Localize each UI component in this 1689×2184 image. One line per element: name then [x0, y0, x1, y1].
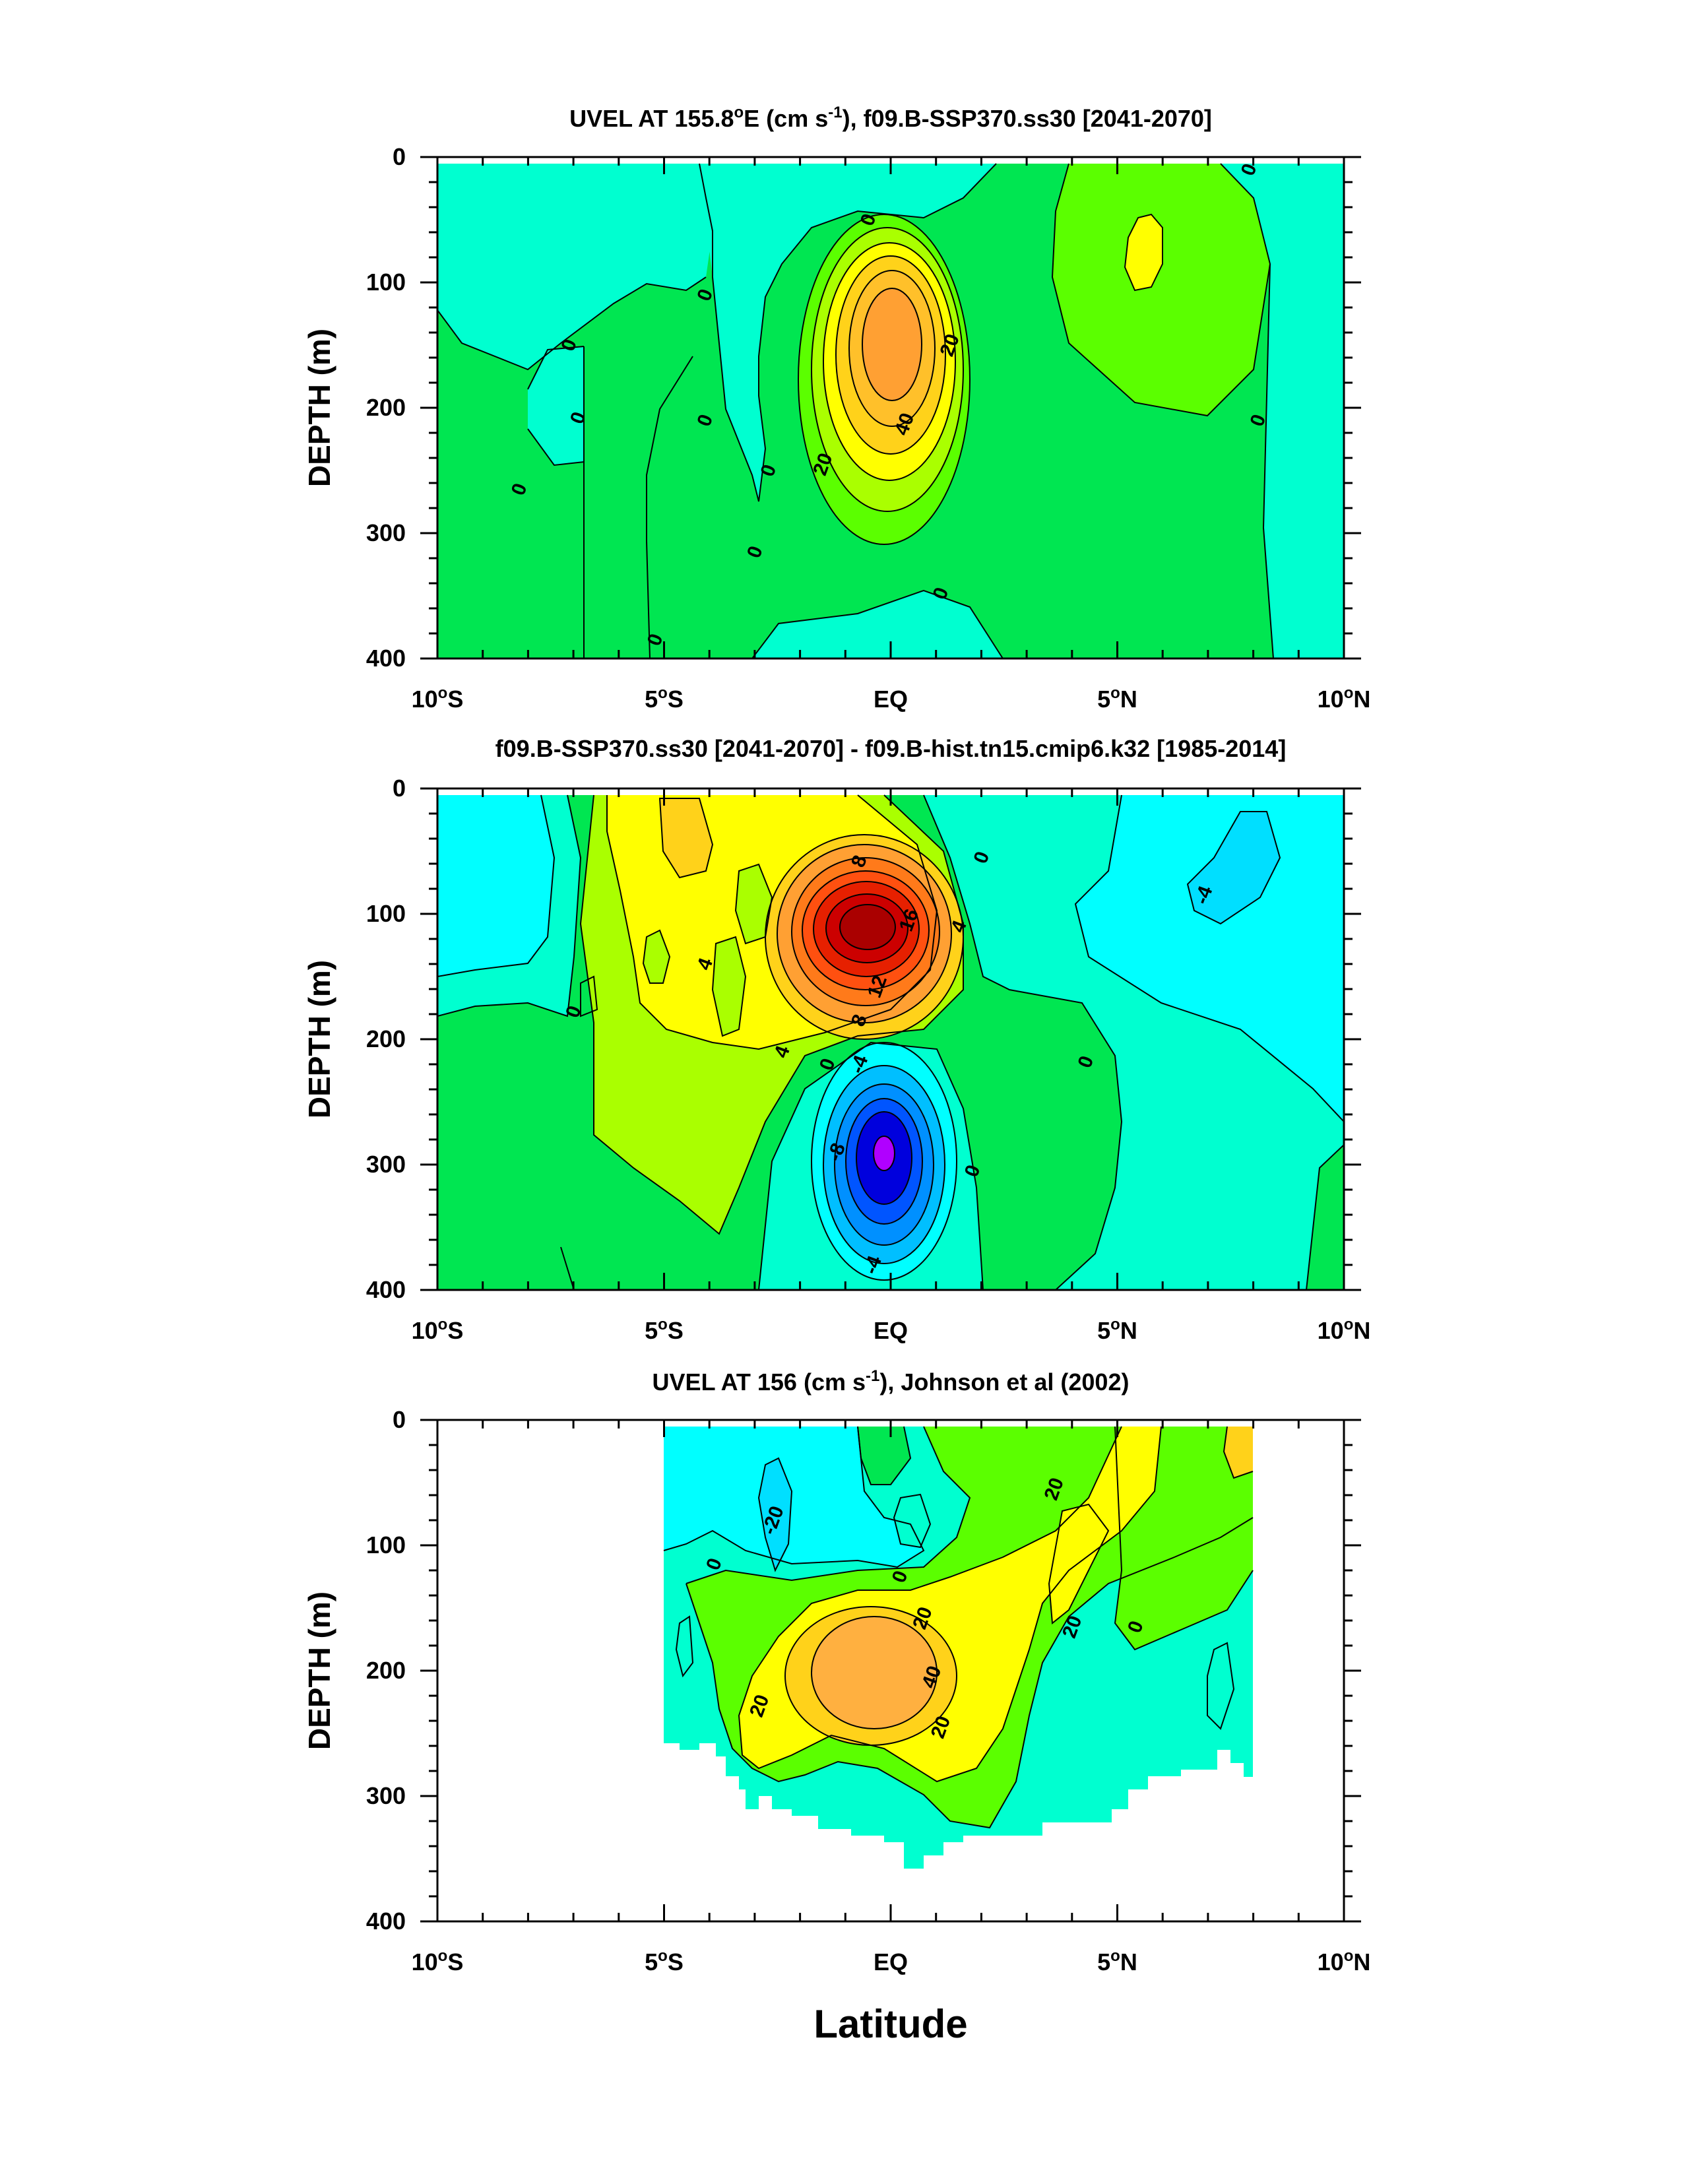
- panel-3-fill-green-upper: [858, 1427, 910, 1485]
- panel-2-fill-g-island3: [713, 937, 746, 1036]
- x-tick-label: EQ: [874, 1948, 908, 1975]
- panel-3-fill-cyan-island: [894, 1494, 930, 1547]
- panel-3-fill-gold-topright: [1224, 1427, 1253, 1478]
- panel-2-axes: 10oS 5oS EQ 5oN 10oN 0 100 200 300 400: [366, 775, 1370, 1344]
- panel-1-fill-ll6: [862, 288, 922, 401]
- x-tick-label: 10oS: [412, 1947, 464, 1975]
- y-tick-label: 300: [366, 1782, 406, 1809]
- panel-1: UVEL AT 155.8oE (cm s-1), f09.B-SSP370.s…: [302, 104, 1370, 713]
- x-tick-label: 5oS: [645, 1947, 684, 1975]
- panel-1-fill-cyan-bottom: [752, 591, 1003, 658]
- panel-3-fill-core2: [812, 1617, 937, 1729]
- panel-3: UVEL AT 156 (cm s-1), Johnson et al (200…: [302, 1367, 1370, 1975]
- x-axis-label: Latitude: [813, 2002, 967, 2046]
- y-tick-label: 300: [366, 519, 406, 546]
- x-tick-label: 5oS: [645, 1316, 684, 1344]
- panel-3-ylabel: DEPTH (m): [302, 1591, 336, 1750]
- y-tick-label: 200: [366, 1025, 406, 1052]
- x-tick-label: EQ: [874, 686, 908, 713]
- y-tick-label: 400: [366, 1276, 406, 1303]
- panel-1-ylabel: DEPTH (m): [302, 329, 336, 487]
- panel-1-contours: [437, 163, 1274, 658]
- panel-1-axes: 10oS 5oS EQ 5oN 10oN 0 100 200 300 400: [366, 143, 1370, 713]
- x-tick-label: 5oS: [645, 684, 684, 713]
- panel-2-fill-g-island2: [643, 930, 670, 983]
- panel-2-fill-g-island1: [736, 864, 772, 944]
- panel-1-fill-cyan-right: [1221, 164, 1344, 658]
- panel-2-fill-cyan-right2: [1075, 795, 1344, 1122]
- panel-2-fill-sky-right: [1188, 812, 1280, 924]
- panel-3-title: UVEL AT 156 (cm s-1), Johnson et al (200…: [653, 1367, 1130, 1396]
- panel-1-fill-lgreen: [1052, 164, 1270, 416]
- x-tick-label: 10oN: [1318, 1947, 1371, 1975]
- y-tick-label: 100: [366, 1531, 406, 1558]
- y-tick-label: 0: [393, 1406, 406, 1433]
- panel-2-title: f09.B-SSP370.ss30 [2041-2070] - f09.B-hi…: [495, 735, 1287, 762]
- y-tick-label: 100: [366, 900, 406, 927]
- y-tick-label: 300: [366, 1151, 406, 1178]
- x-tick-label: 5oN: [1097, 684, 1137, 713]
- x-tick-label: 10oN: [1318, 684, 1371, 713]
- panel-2-ylabel: DEPTH (m): [302, 960, 336, 1118]
- panel-2-fill-gold: [660, 798, 713, 878]
- panel-2-fill-cyan-left2: [437, 795, 554, 977]
- panel-3-fill-cyan-upper: [664, 1427, 924, 1567]
- panel-3-axes: 10oS 5oS EQ 5oN 10oN 0 100 200 300 400: [366, 1406, 1370, 1975]
- panel-1-title: UVEL AT 155.8oE (cm s-1), f09.B-SSP370.s…: [569, 104, 1212, 132]
- panel-3-contours: [663, 1426, 1254, 1829]
- panel-2-fill-neg6: [874, 1136, 895, 1171]
- panel-1-fill-cyan-top: [699, 164, 996, 501]
- panel-2: f09.B-SSP370.ss30 [2041-2070] - f09.B-hi…: [302, 735, 1370, 1344]
- x-tick-label: 10oS: [412, 684, 464, 713]
- x-tick-label: 10oS: [412, 1316, 464, 1344]
- panel-2-fill-pos7: [840, 905, 895, 949]
- x-tick-label: 5oN: [1097, 1947, 1137, 1975]
- y-tick-label: 100: [366, 269, 406, 296]
- y-tick-label: 0: [393, 775, 406, 802]
- y-tick-label: 200: [366, 394, 406, 421]
- y-tick-label: 400: [366, 1908, 406, 1935]
- y-tick-label: 200: [366, 1657, 406, 1684]
- x-tick-label: 5oN: [1097, 1316, 1137, 1344]
- y-tick-label: 0: [393, 143, 406, 170]
- y-tick-label: 400: [366, 645, 406, 672]
- x-tick-label: EQ: [874, 1317, 908, 1344]
- x-tick-label: 10oN: [1318, 1316, 1371, 1344]
- panel-1-fill-cyan-box: [528, 346, 584, 465]
- panel-1-fill-yellow-n: [1125, 214, 1163, 290]
- panel-1-fill-cyan-topleft: [437, 164, 713, 369]
- panel-2-contours: [437, 794, 1344, 1290]
